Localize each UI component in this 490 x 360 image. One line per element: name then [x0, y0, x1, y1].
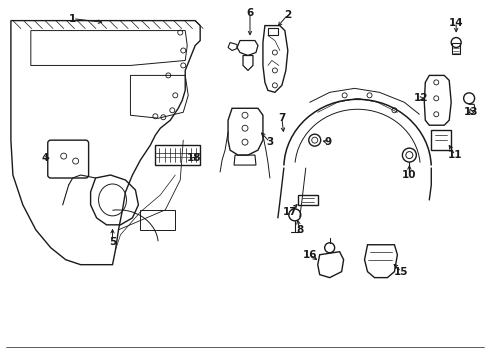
- Text: 8: 8: [296, 225, 303, 235]
- Text: 14: 14: [449, 18, 464, 28]
- Text: 11: 11: [448, 150, 463, 160]
- Text: 12: 12: [414, 93, 429, 103]
- Text: 16: 16: [302, 250, 317, 260]
- Text: 6: 6: [246, 8, 254, 18]
- Text: 1: 1: [69, 14, 76, 24]
- Text: 5: 5: [109, 237, 116, 247]
- Text: 4: 4: [41, 153, 49, 163]
- Text: 9: 9: [324, 137, 331, 147]
- Text: 10: 10: [402, 170, 416, 180]
- Text: 3: 3: [266, 137, 273, 147]
- Text: 13: 13: [464, 107, 478, 117]
- Text: 15: 15: [394, 267, 409, 276]
- Text: 7: 7: [278, 113, 286, 123]
- Text: 17: 17: [283, 207, 297, 217]
- Text: 18: 18: [187, 153, 201, 163]
- Text: 2: 2: [284, 10, 292, 20]
